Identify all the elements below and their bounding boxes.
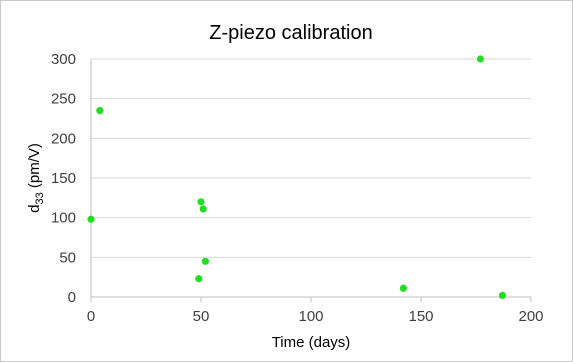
x-tick-label: 200	[518, 308, 543, 325]
y-tick-label: 150	[51, 170, 76, 187]
y-tick-label: 50	[59, 249, 76, 266]
x-tick-label: 0	[87, 308, 95, 325]
y-tick-label: 0	[68, 289, 76, 306]
x-tick-label: 50	[193, 308, 210, 325]
y-tick-label: 200	[51, 130, 76, 147]
data-point	[201, 257, 209, 265]
x-tick-label: 100	[298, 308, 323, 325]
data-point	[197, 198, 205, 206]
x-tick-label: 150	[408, 308, 433, 325]
y-tick-label: 100	[51, 210, 76, 227]
data-point	[476, 55, 484, 63]
y-tick-labels: 0 50 100 150 200 250 300	[51, 51, 76, 306]
data-points	[87, 55, 506, 300]
y-tick-label: 300	[51, 51, 76, 68]
y-axis-title-subscript: 33	[34, 192, 46, 204]
axes	[90, 59, 532, 302]
x-axis-title: Time (days)	[272, 334, 351, 351]
data-point	[498, 291, 506, 300]
y-tick-label: 250	[51, 91, 76, 108]
chart-title: Z-piezo calibration	[209, 22, 372, 44]
data-point	[399, 284, 407, 292]
gridlines	[91, 58, 531, 258]
y-axis-title-prefix: d	[26, 205, 43, 213]
y-axis-title-suffix: (pm/V)	[26, 143, 43, 192]
data-point	[96, 106, 104, 115]
data-point	[87, 215, 95, 223]
y-axis-title: d33 (pm/V)	[26, 143, 46, 213]
x-tick-labels: 0 50 100 150 200	[87, 308, 544, 325]
data-point	[199, 205, 207, 213]
data-point	[195, 275, 203, 283]
